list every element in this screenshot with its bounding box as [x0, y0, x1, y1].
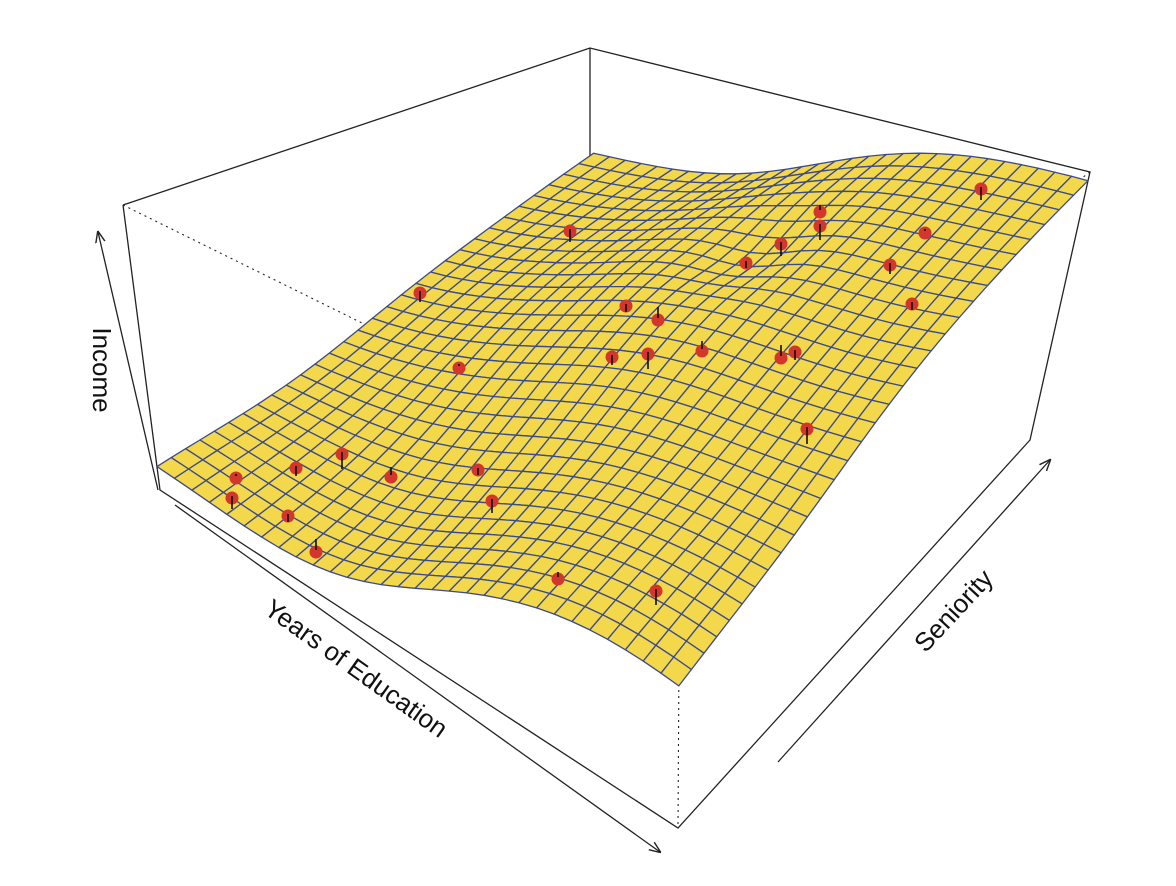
observation [774, 351, 788, 365]
surface [156, 152, 1089, 687]
observation [651, 313, 665, 327]
z-axis-label: Income [87, 327, 117, 412]
observation [229, 471, 243, 485]
points [225, 182, 988, 605]
x-axis-label: Years of Education [259, 593, 453, 744]
axis-arrows [98, 232, 1050, 852]
observation [309, 545, 323, 559]
observation [452, 361, 466, 375]
observation [695, 344, 709, 358]
observation [384, 470, 398, 484]
surface-cell [660, 656, 693, 687]
observation [551, 572, 565, 586]
observation [918, 226, 932, 240]
observation [813, 205, 827, 219]
y-axis-label: Seniority [908, 563, 999, 657]
